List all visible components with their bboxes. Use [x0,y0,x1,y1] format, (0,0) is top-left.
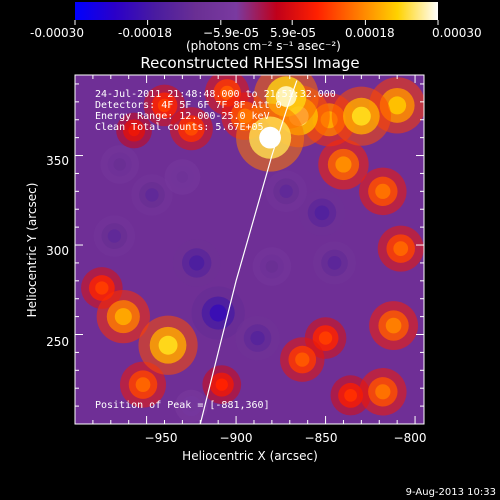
y-tick-label: 250 [46,335,69,349]
axis-ticks [74,75,424,425]
heatmap-source [318,331,333,345]
heatmap-source [113,158,126,171]
heatmap-source [250,330,265,346]
colorbar-tick-label: -0.00030 [30,26,84,40]
heatmap-source [314,205,330,221]
footer-date: 9-Aug-2013 10:33 [406,487,496,498]
chart-title: Reconstructed RHESSI Image [140,54,359,72]
heatmap-source [275,86,297,107]
y-tick-label: 300 [46,244,69,258]
x-tick-label: −800 [394,431,427,445]
heatmap-source [186,400,197,412]
heatmap-source [157,98,172,113]
heatmap-source [95,281,109,295]
heatmap-source [385,317,402,334]
heatmap-source [327,256,342,270]
info-line-energy: Energy Range: 12.000-25.0 keV [95,111,270,122]
heatmap-source [375,183,391,199]
heatmap-source [388,96,407,115]
heatmap-source [135,377,151,392]
heatmap-source [114,308,132,326]
heatmap-source [295,352,310,367]
heatmap-source [215,378,228,391]
colorbar-tick-label: 5.9e-05 [270,26,316,40]
colorbar-tick-label: 0.00018 [345,26,395,40]
heatmap-source [128,124,140,137]
heatmap-source [265,260,279,273]
heatmap-source [335,156,352,173]
heatmap-source [189,255,205,271]
x-tick-label: −850 [305,431,338,445]
y-axis-label: Heliocentric Y (arcsec) [25,183,39,318]
heatmap-source [145,188,159,202]
heatmap-source [351,106,371,126]
info-line-time: 24-Jul-2011 21:48:48.000 to 21:51:32.000 [95,89,336,100]
heatmap-source [184,121,199,136]
colorbar-tick-label: −5.9e-05 [203,26,259,40]
heatmap-source [158,335,178,355]
colorbar [75,2,438,20]
heatmap-source [279,184,293,198]
heatmap-source [344,388,358,402]
colorbar-tick-label: 0.00030 [432,26,482,40]
colorbar-units-label: (photons cm⁻² s⁻¹ asec⁻²) [186,39,341,53]
heatmap-source [209,304,227,322]
heatmap-source [393,241,409,256]
heatmap-source [176,171,189,183]
heatmap-source [107,229,122,243]
heatmap-source [375,384,391,400]
x-axis-label: Heliocentric X (arcsec) [182,449,318,463]
colorbar-ticks [74,20,439,25]
heatmap-source [220,85,235,101]
info-line-detectors: Detectors: 4F 5F 6F 7F 8F Att 0 [95,100,282,111]
plot-frame [74,74,425,425]
x-tick-label: −950 [145,431,178,445]
x-tick-label: −900 [220,431,253,445]
peak-position-label: Position of Peak = [-881,360] [95,400,270,411]
info-line-counts: Clean Total counts: 5.67E+05 [95,122,264,133]
solar-limb-curve [199,80,298,424]
y-tick-label: 350 [46,154,69,168]
colorbar-tick-label: -0.00018 [118,26,172,40]
